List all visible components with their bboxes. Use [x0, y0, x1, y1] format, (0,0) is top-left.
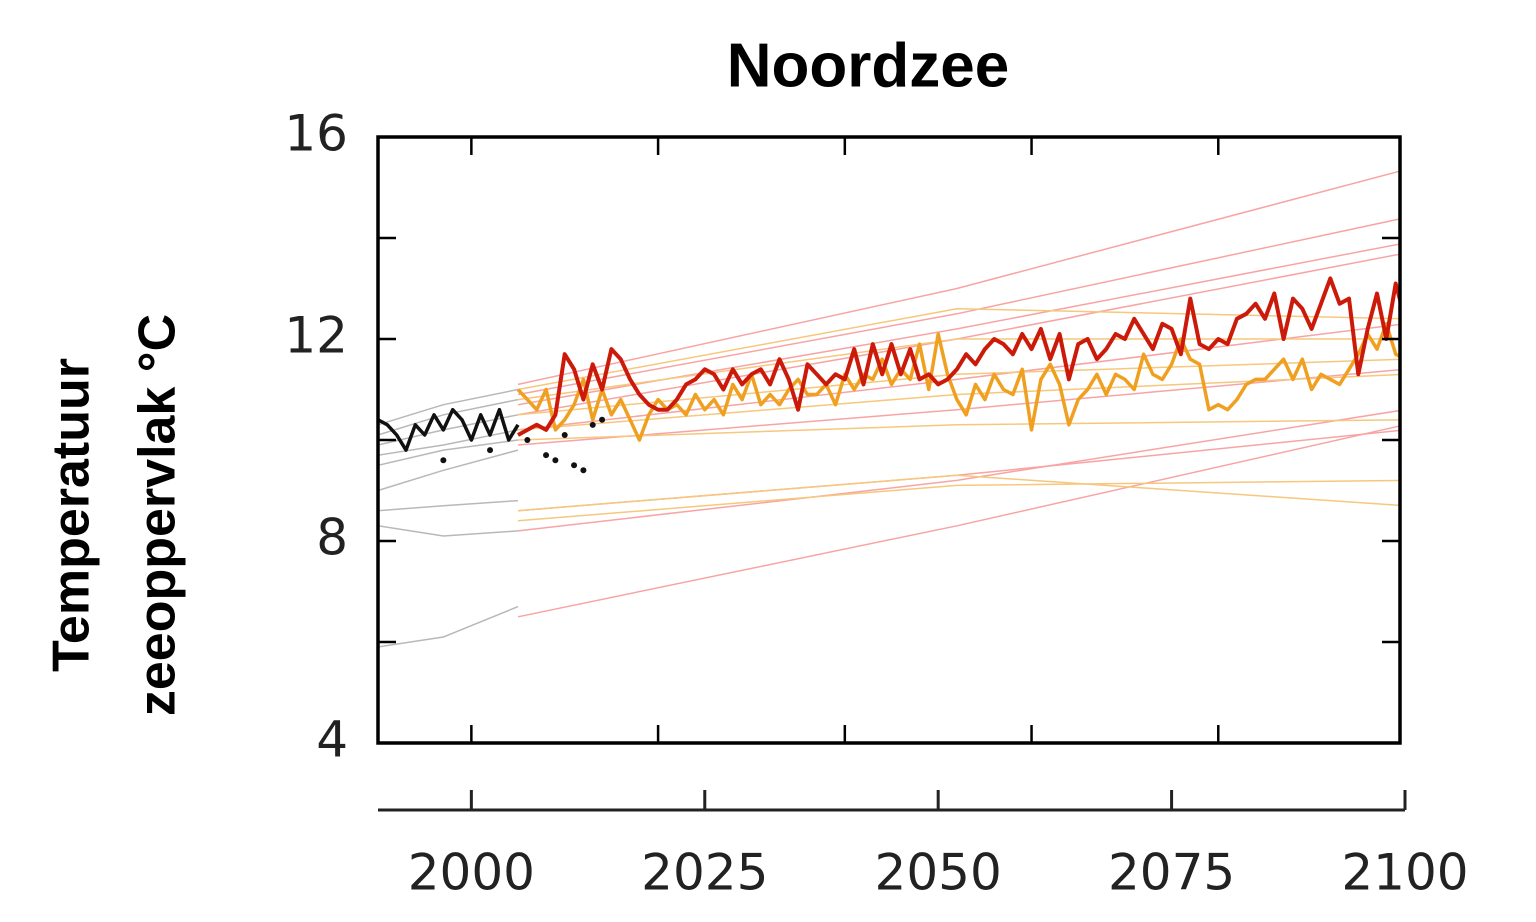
series-line — [517, 276, 1400, 437]
x-tick-label: 2050 — [875, 844, 1002, 902]
series-line — [517, 409, 1400, 532]
series-line — [517, 368, 1400, 446]
series-line — [517, 323, 1400, 431]
series-line — [378, 407, 520, 452]
series-line — [378, 525, 519, 537]
series-line — [517, 218, 1400, 396]
series-line — [517, 253, 1400, 416]
x-tick-label: 2000 — [408, 844, 535, 902]
obs-dot — [487, 447, 494, 454]
series-line — [378, 429, 519, 456]
series-line — [517, 170, 1400, 386]
x-tick-label: 2025 — [641, 844, 768, 902]
series-line — [517, 338, 1400, 401]
y-tick-label: 8 — [316, 509, 348, 567]
y-label-line: zeeoppervlak °C — [129, 314, 187, 716]
series-line — [378, 439, 519, 467]
obs-dot — [599, 416, 606, 423]
series-line — [378, 499, 519, 512]
series-line — [517, 419, 1400, 441]
obs-dot — [571, 462, 578, 469]
obs-dot — [543, 452, 550, 459]
y-tick-label: 16 — [284, 105, 348, 163]
series-line — [517, 429, 1400, 512]
series-line — [378, 388, 519, 426]
x-tick-label: 2075 — [1108, 844, 1235, 902]
y-axis-label: Temperatuur zeeoppervlak °C — [43, 314, 187, 716]
series-line — [378, 398, 519, 436]
y-label-line: Temperatuur — [43, 358, 101, 672]
series-line — [517, 358, 1400, 416]
y-tick-label: 4 — [316, 711, 348, 769]
obs-dot — [589, 421, 596, 428]
series-line — [517, 479, 1400, 522]
series-line — [517, 425, 1400, 618]
chart-title: Noordzee — [727, 31, 1009, 100]
series-line — [517, 307, 1400, 391]
obs-dot — [524, 437, 531, 443]
y-tick-label: 12 — [284, 307, 348, 365]
obs-dot — [552, 457, 559, 464]
obs-dot — [580, 467, 587, 474]
plot-area — [378, 170, 1400, 648]
series-line — [517, 474, 1400, 512]
x-tick-label: 2100 — [1341, 844, 1468, 902]
obs-dot — [561, 431, 568, 438]
obs-dot — [440, 457, 447, 464]
series-line — [378, 605, 519, 648]
series-line — [378, 449, 519, 492]
